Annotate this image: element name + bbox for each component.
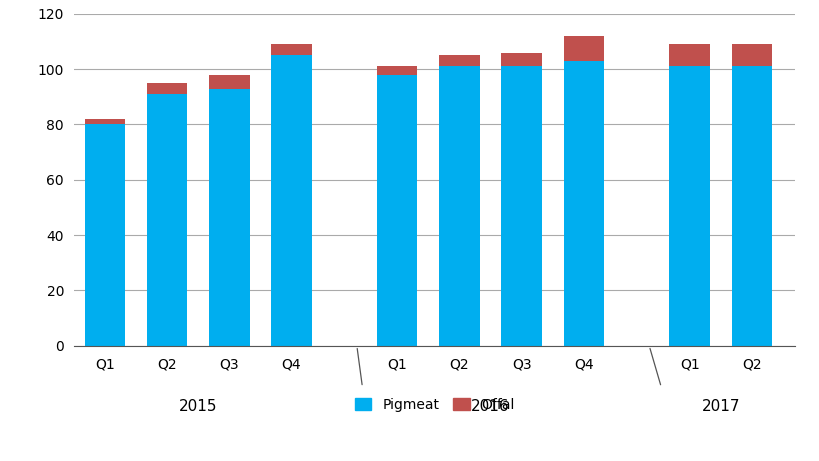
Text: 2015: 2015: [179, 398, 217, 414]
Bar: [668, 66, 709, 346]
Bar: [668, 44, 709, 66]
Bar: [209, 75, 249, 89]
Bar: [563, 61, 604, 346]
Bar: [271, 44, 311, 55]
Bar: [84, 119, 125, 124]
Bar: [501, 53, 541, 66]
Legend: Pigmeat, Offal: Pigmeat, Offal: [355, 398, 514, 412]
Bar: [271, 55, 311, 346]
Bar: [731, 66, 771, 346]
Text: 2017: 2017: [700, 398, 739, 414]
Bar: [84, 124, 125, 346]
Bar: [439, 55, 479, 66]
Bar: [147, 83, 187, 94]
Bar: [731, 44, 771, 66]
Bar: [377, 66, 417, 75]
Bar: [147, 94, 187, 346]
Bar: [377, 75, 417, 346]
Bar: [209, 89, 249, 346]
Text: 2016: 2016: [471, 398, 509, 414]
Bar: [439, 66, 479, 346]
Bar: [563, 36, 604, 61]
Bar: [501, 66, 541, 346]
